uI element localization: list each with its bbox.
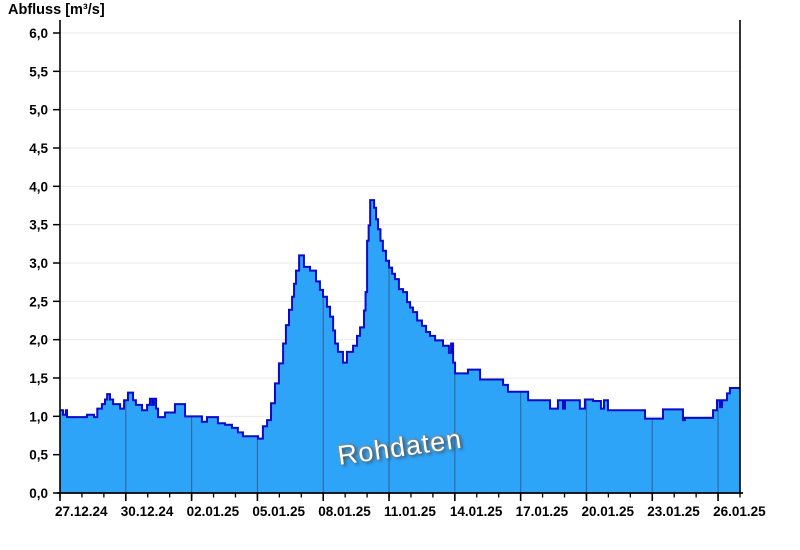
x-tick-label: 30.12.24 [121,504,174,519]
x-tick-label: 23.01.25 [647,504,700,519]
x-tick-label: 14.01.25 [450,504,503,519]
y-axis-title: Abfluss [m³/s] [8,2,105,18]
y-tick-label: 2,5 [29,294,48,309]
x-tick-label: 27.12.24 [55,504,108,519]
x-tick-label: 02.01.25 [187,504,240,519]
y-tick-label: 0,5 [29,448,48,463]
y-tick-label: 5,0 [29,103,48,118]
y-tick-label: 0,0 [29,486,48,501]
x-tick-label: 08.01.25 [318,504,371,519]
y-tick-label: 1,0 [29,409,48,424]
x-tick-label: 11.01.25 [384,504,436,519]
x-tick-label: 17.01.25 [516,504,569,519]
x-tick-label: 20.01.25 [581,504,634,519]
y-tick-label: 6,0 [29,26,48,41]
y-tick-label: 3,5 [29,218,48,233]
y-tick-label: 4,5 [29,141,48,156]
discharge-step-line [60,199,740,440]
discharge-area-fill [60,200,740,493]
y-tick-label: 3,0 [29,256,48,271]
x-tick-label: 26.01.25 [713,504,766,519]
y-tick-label: 2,0 [29,333,48,348]
y-tick-label: 4,0 [29,179,48,194]
y-tick-label: 5,5 [29,64,48,79]
y-tick-label: 1,5 [29,371,48,386]
x-tick-label: 05.01.25 [252,504,305,519]
